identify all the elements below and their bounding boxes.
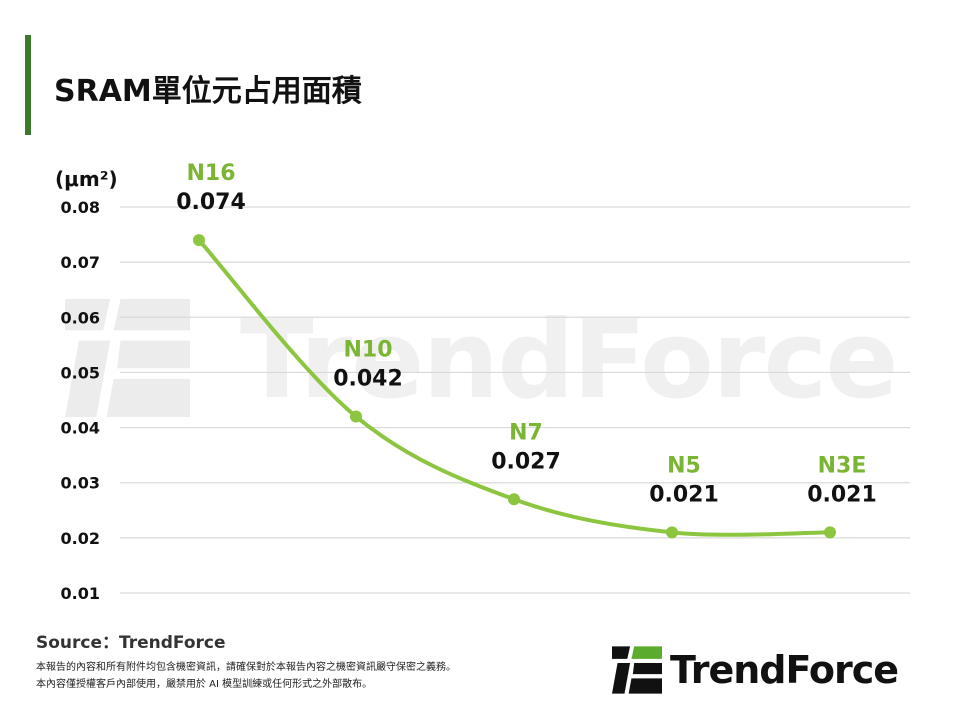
y-tick-label: 0.05 [61,363,100,382]
y-axis-tick-labels: 0.08 0.07 0.06 0.05 0.04 0.03 0.02 0.01 [61,198,100,603]
data-value-label: 0.021 [807,482,877,507]
y-tick-label: 0.04 [61,419,100,438]
source-note: Source：TrendForce [36,633,226,653]
trendforce-logo: TrendForce [612,646,899,694]
disclaimer-line-1: 本報告的內容和所有附件均包含機密資訊，請確保對於本報告內容之機密資訊嚴守保密之義… [36,662,456,673]
category-label: N5 [667,453,701,478]
page-title: SRAM單位元占用面積 [54,74,362,109]
series-line [197,238,832,537]
title-accent-bar [25,35,31,135]
data-point [824,526,836,539]
y-tick-label: 0.02 [61,529,100,548]
category-label: N7 [509,420,543,445]
category-label: N16 [186,161,235,186]
y-axis-unit-label: (μm²) [55,167,118,191]
data-points [193,234,836,539]
data-value-label: 0.042 [333,367,403,392]
data-value-label: 0.027 [491,449,561,474]
y-tick-label: 0.01 [61,584,100,603]
y-tick-label: 0.08 [61,198,100,217]
data-point [508,493,520,506]
data-point [350,410,362,423]
disclaimer-line-2: 本內容僅授權客戶內部使用，嚴禁用於 AI 模型訓練或任何形式之外部散布。 [36,679,373,690]
trendforce-logo-icon [612,646,662,694]
category-label: N10 [343,338,392,363]
data-value-label: 0.021 [649,482,719,507]
data-point [193,234,205,247]
data-value-label: 0.074 [176,190,246,215]
data-point [666,526,678,539]
data-labels: 0.074 N16 0.042 N10 0.027 N7 0.021 N5 0.021 N3E [176,161,877,507]
y-tick-label: 0.03 [61,474,100,493]
logo-wordmark: TrendForce [670,648,899,692]
chart-gridlines [120,206,910,594]
y-tick-label: 0.06 [61,308,100,327]
y-tick-label: 0.07 [61,253,100,272]
category-label: N3E [818,453,867,478]
